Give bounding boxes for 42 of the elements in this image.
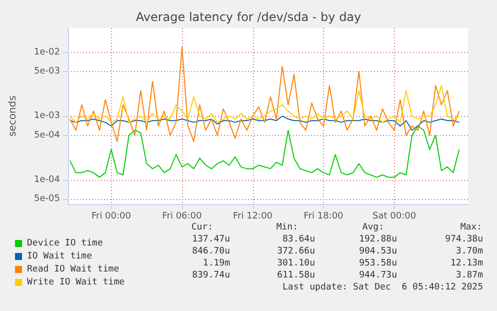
x-tick-label: Fri 00:00 [91, 212, 132, 222]
text: 137.47u [192, 234, 230, 244]
line-series [69, 126, 460, 178]
text: 944.73u [359, 270, 397, 280]
y-tick-label: 5e-03 [34, 66, 60, 76]
text: 953.58u [359, 258, 397, 268]
text: 192.88u [359, 234, 397, 244]
text: 3.70m [456, 246, 483, 256]
x-tick-label: Fri 06:00 [162, 212, 202, 222]
text: Cur: [191, 222, 213, 232]
text: 372.66u [277, 246, 315, 256]
y-tick-label: 5e-05 [34, 194, 60, 204]
line-series [69, 116, 460, 131]
text: Min: [276, 222, 298, 232]
x-tick-label: Fri 12:00 [233, 212, 273, 222]
text: 611.58u [277, 270, 315, 280]
y-tick-label: 5e-04 [34, 130, 60, 140]
legend-label: Device IO time [27, 238, 103, 248]
text: 846.70u [192, 246, 230, 256]
y-tick-label: 1e-03 [34, 111, 60, 122]
text: 83.64u [282, 234, 315, 244]
text: Avg: [362, 222, 384, 232]
text: 904.53u [359, 246, 397, 256]
x-tick-label: Fri 18:00 [304, 212, 344, 222]
text: Max: [460, 222, 482, 232]
line-series [69, 85, 460, 123]
y-axis-title: seconds [8, 96, 18, 136]
legend-label: Write IO Wait time [27, 278, 125, 288]
text: 3.87m [456, 270, 483, 280]
text: 12.13m [450, 258, 483, 268]
text: 301.10u [277, 258, 315, 268]
chart-title: Average latency for /dev/sda - by day [136, 10, 362, 24]
line-series [69, 46, 460, 142]
legend-label: Read IO Wait time [27, 264, 120, 274]
x-tick-label: Sat 00:00 [372, 212, 416, 222]
text: 839.74u [192, 270, 230, 280]
text: 1.19m [202, 258, 230, 268]
text: Last update: Sat Dec 6 05:40:12 2025 [282, 282, 483, 292]
y-tick-label: 1e-04 [34, 174, 60, 185]
text: 974.38u [445, 234, 483, 244]
legend-label: IO Wait time [27, 252, 92, 262]
y-tick-label: 1e-02 [34, 47, 60, 58]
